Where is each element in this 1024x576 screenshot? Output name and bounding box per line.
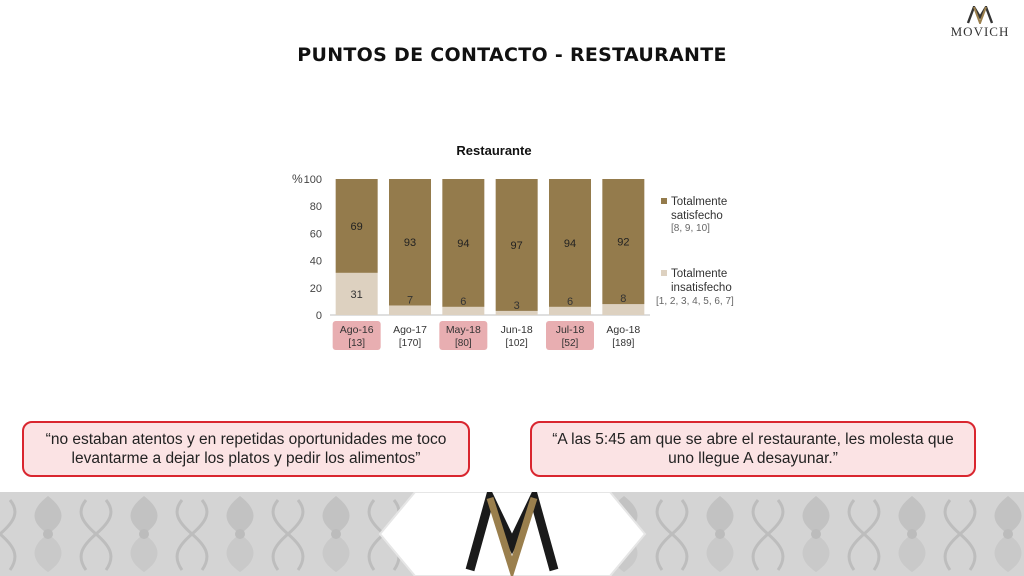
data-label-insatisfecho: 31	[351, 289, 363, 301]
legend-swatch-insatisfecho	[661, 270, 667, 276]
data-label-satisfecho: 93	[404, 237, 416, 249]
x-tick-sublabel: [80]	[455, 338, 472, 349]
y-axis-label: %	[292, 172, 303, 186]
data-label-satisfecho: 94	[457, 238, 469, 250]
x-tick-sublabel: [13]	[348, 338, 365, 349]
bar-satisfecho	[335, 179, 378, 273]
category-highlight	[439, 321, 488, 350]
legend-label-insatisfecho-2: insatisfecho	[671, 282, 732, 294]
data-label-insatisfecho: 6	[460, 296, 466, 308]
data-label-insatisfecho: 3	[514, 300, 520, 312]
footer-center-panel	[378, 492, 647, 576]
bar-satisfecho	[495, 179, 538, 311]
data-label-satisfecho: 69	[351, 221, 363, 233]
y-tick-label: 0	[316, 310, 322, 322]
movich-m-icon	[966, 6, 994, 24]
bar-insatisfecho	[442, 306, 485, 315]
quote-box-right: “A las 5:45 am que se abre el restaurant…	[530, 421, 976, 477]
bar-insatisfecho	[549, 306, 591, 315]
data-label-satisfecho: 92	[617, 237, 629, 249]
y-tick-label: 60	[310, 228, 322, 240]
footer-banner	[0, 492, 1024, 576]
legend-label-satisfecho-2: satisfecho	[671, 210, 723, 222]
quote-text-left: “no estaban atentos y en repetidas oport…	[45, 431, 447, 467]
legend-note-satisfecho: [8, 9, 10]	[671, 223, 710, 234]
x-tick-sublabel: [102]	[506, 338, 528, 349]
quote-text-right: “A las 5:45 am que se abre el restaurant…	[552, 431, 954, 467]
legend-label-satisfecho-1: Totalmente	[671, 196, 727, 208]
x-tick-label: Jul-18	[556, 324, 585, 336]
x-tick-label: Jun-18	[501, 324, 533, 336]
y-tick-label: 40	[310, 256, 322, 268]
movich-m-large-icon	[465, 492, 559, 576]
x-tick-label: Ago-17	[393, 324, 427, 336]
bar-insatisfecho	[602, 304, 645, 315]
movich-logo: MOVICH	[940, 6, 1020, 40]
legend-swatch-satisfecho	[661, 198, 667, 204]
data-label-insatisfecho: 7	[407, 294, 413, 306]
bar-satisfecho	[549, 179, 591, 307]
bar-insatisfecho	[389, 305, 431, 315]
bar-insatisfecho	[495, 310, 538, 315]
quote-box-left: “no estaban atentos y en repetidas oport…	[22, 421, 470, 477]
x-tick-label: Ago-16	[340, 324, 374, 336]
x-tick-sublabel: [170]	[399, 338, 421, 349]
data-label-insatisfecho: 8	[620, 293, 626, 305]
x-tick-sublabel: [189]	[612, 338, 634, 349]
x-tick-sublabel: [52]	[562, 338, 579, 349]
chart-title: Restaurante	[456, 143, 531, 158]
bar-satisfecho	[389, 179, 431, 306]
bar-insatisfecho	[335, 272, 378, 315]
data-label-insatisfecho: 6	[567, 296, 573, 308]
category-highlight	[332, 321, 381, 350]
legend-label-insatisfecho-1: Totalmente	[671, 268, 727, 280]
bar-satisfecho	[602, 179, 645, 305]
y-tick-label: 80	[310, 201, 322, 213]
y-tick-label: 20	[310, 283, 322, 295]
x-tick-label: May-18	[446, 324, 481, 336]
page-title: PUNTOS DE CONTACTO - RESTAURANTE	[297, 44, 727, 66]
category-highlight	[546, 321, 594, 350]
x-tick-label: Ago-18	[606, 324, 640, 336]
y-tick-label: 100	[304, 174, 322, 186]
restaurante-chart: Restaurante 0 20 40 60 80 100% 31 69 Ago-16 [13] 7 9…	[292, 143, 734, 350]
data-label-satisfecho: 94	[564, 238, 576, 250]
bar-satisfecho	[442, 179, 485, 307]
logo-wordmark: MOVICH	[950, 24, 1010, 39]
legend-note-insatisfecho: [1, 2, 3, 4, 5, 6, 7]	[656, 296, 734, 307]
data-label-satisfecho: 97	[511, 240, 523, 252]
